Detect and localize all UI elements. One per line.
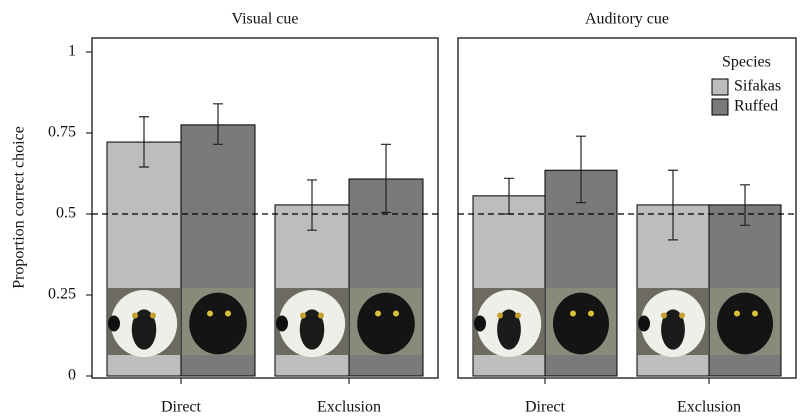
eye	[300, 313, 306, 319]
face	[357, 293, 415, 355]
eye	[150, 313, 156, 319]
eye	[207, 311, 213, 317]
panel-title: Visual cue	[231, 11, 298, 28]
eye	[679, 313, 685, 319]
y-tick-label: 0.75	[48, 124, 76, 141]
eye	[497, 313, 503, 319]
ear	[108, 316, 120, 332]
eye	[752, 311, 758, 317]
y-tick-label: 0	[68, 367, 76, 384]
y-axis-label: Proportion correct choice	[11, 126, 28, 289]
eye	[318, 313, 324, 319]
face	[553, 293, 609, 355]
eye	[393, 311, 399, 317]
lemur-photo	[182, 288, 254, 355]
legend-label: Ruffed	[734, 98, 778, 115]
x-tick-label: Exclusion	[317, 399, 381, 416]
lemur-photo	[638, 288, 708, 357]
lemur-photo	[546, 288, 616, 355]
face	[189, 293, 247, 355]
y-tick-label: 1	[68, 43, 76, 60]
eye	[225, 311, 231, 317]
legend-swatch	[712, 79, 728, 95]
lemur-photo	[350, 288, 422, 355]
eye	[661, 313, 667, 319]
eye	[734, 311, 740, 317]
panel-title: Auditory cue	[585, 11, 669, 28]
x-tick-label: Direct	[161, 399, 202, 416]
eye	[515, 313, 521, 319]
eye	[375, 311, 381, 317]
face	[717, 293, 773, 355]
eye	[570, 311, 576, 317]
ear	[638, 316, 650, 332]
legend-title: Species	[722, 54, 771, 71]
lemur-photo	[276, 288, 348, 357]
x-tick-label: Exclusion	[677, 399, 741, 416]
legend-label: Sifakas	[734, 78, 781, 95]
lemur-photo	[474, 288, 544, 357]
legend-swatch	[712, 99, 728, 115]
chart: Visual cue 0 0.25 0.5 0.75 1 Proportion correc…	[0, 0, 802, 418]
eye	[132, 313, 138, 319]
lemur-photo	[710, 288, 780, 355]
x-tick-label: Direct	[525, 399, 566, 416]
ear	[276, 316, 288, 332]
y-tick-label: 0.5	[56, 205, 76, 222]
eye	[588, 311, 594, 317]
lemur-photo	[108, 288, 180, 357]
ear	[474, 316, 486, 332]
y-tick-label: 0.25	[48, 286, 76, 303]
